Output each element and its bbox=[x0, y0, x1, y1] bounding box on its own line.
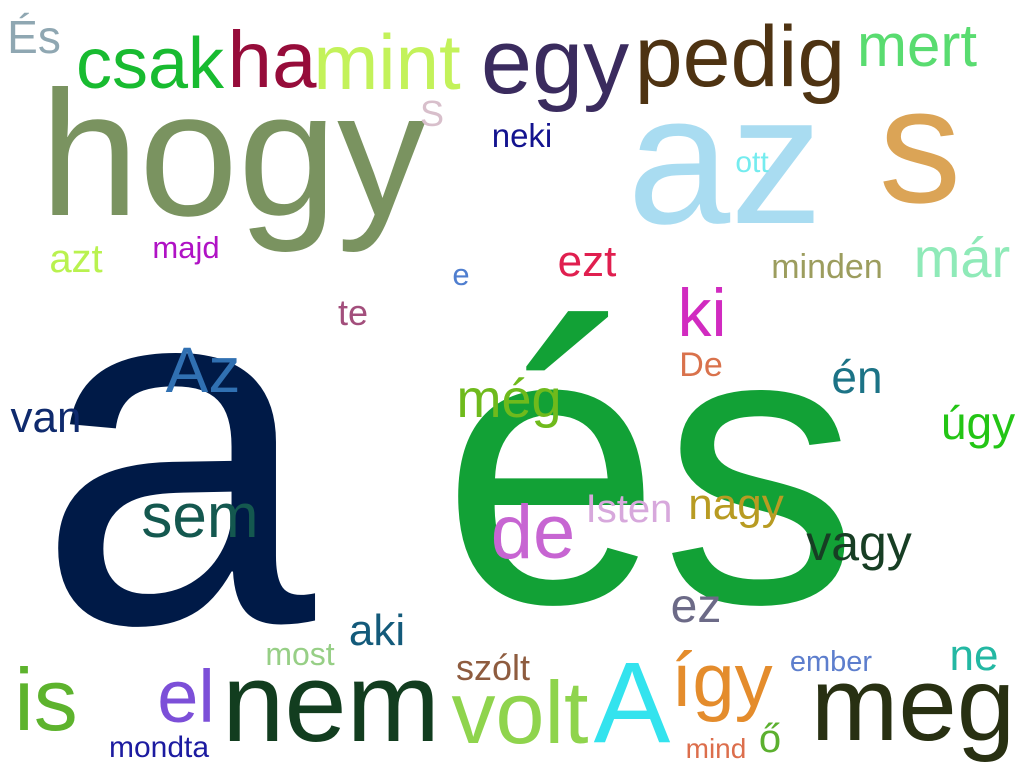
word-van: van bbox=[11, 393, 82, 442]
word-igy: így bbox=[671, 638, 772, 723]
word-nem: nem bbox=[222, 640, 440, 765]
word-mind: mind bbox=[686, 733, 747, 764]
word-ugy: úgy bbox=[941, 397, 1015, 449]
word-s: s bbox=[879, 53, 962, 237]
word-minden: minden bbox=[771, 248, 883, 286]
word-De: De bbox=[679, 346, 722, 384]
word-hogy: hogy bbox=[40, 54, 426, 253]
word-meg: meg bbox=[811, 646, 1015, 763]
word-aki: aki bbox=[349, 606, 405, 655]
word-ezt: ezt bbox=[558, 237, 617, 286]
word-neki: neki bbox=[492, 117, 553, 154]
word-te: te bbox=[338, 292, 368, 333]
word-mondta: mondta bbox=[109, 731, 209, 764]
word-ki: ki bbox=[677, 275, 726, 351]
word-pedig: pedig bbox=[635, 9, 845, 105]
word-el: el bbox=[157, 655, 215, 738]
word-de: de bbox=[491, 490, 576, 575]
word-mert: mert bbox=[857, 12, 977, 79]
word-szolt: szólt bbox=[456, 647, 530, 688]
word-volt: volt bbox=[452, 663, 589, 762]
word-es: és bbox=[441, 244, 858, 686]
word-en: én bbox=[831, 351, 882, 403]
word-mar: már bbox=[914, 226, 1010, 289]
word-S: S bbox=[420, 93, 444, 134]
word-az: az bbox=[627, 57, 822, 263]
word-nagy: nagy bbox=[688, 480, 783, 529]
word-A: A bbox=[594, 639, 671, 767]
word-Isten: Isten bbox=[586, 487, 673, 531]
word-ember: ember bbox=[790, 646, 873, 678]
word-azt: azt bbox=[49, 237, 102, 281]
word-a: a bbox=[37, 169, 318, 728]
word-most: most bbox=[265, 636, 334, 672]
word-ne: ne bbox=[950, 631, 999, 680]
word-Az: Az bbox=[166, 334, 241, 406]
word-is: is bbox=[14, 650, 78, 749]
word-mint: mint bbox=[313, 18, 461, 106]
word-ez: ez bbox=[671, 580, 722, 633]
word-o: ő bbox=[759, 717, 781, 761]
word-vagy: vagy bbox=[806, 515, 912, 571]
word-meg-small: még bbox=[456, 369, 561, 429]
word-ha: ha bbox=[228, 15, 317, 104]
word-sem: sem bbox=[141, 482, 258, 551]
word-majd: majd bbox=[152, 230, 219, 265]
word-e: e bbox=[452, 257, 469, 292]
word-ott: ott bbox=[735, 146, 769, 179]
word-egy: egy bbox=[481, 11, 629, 113]
word-Es: És bbox=[7, 11, 61, 63]
word-csak: csak bbox=[76, 24, 225, 104]
